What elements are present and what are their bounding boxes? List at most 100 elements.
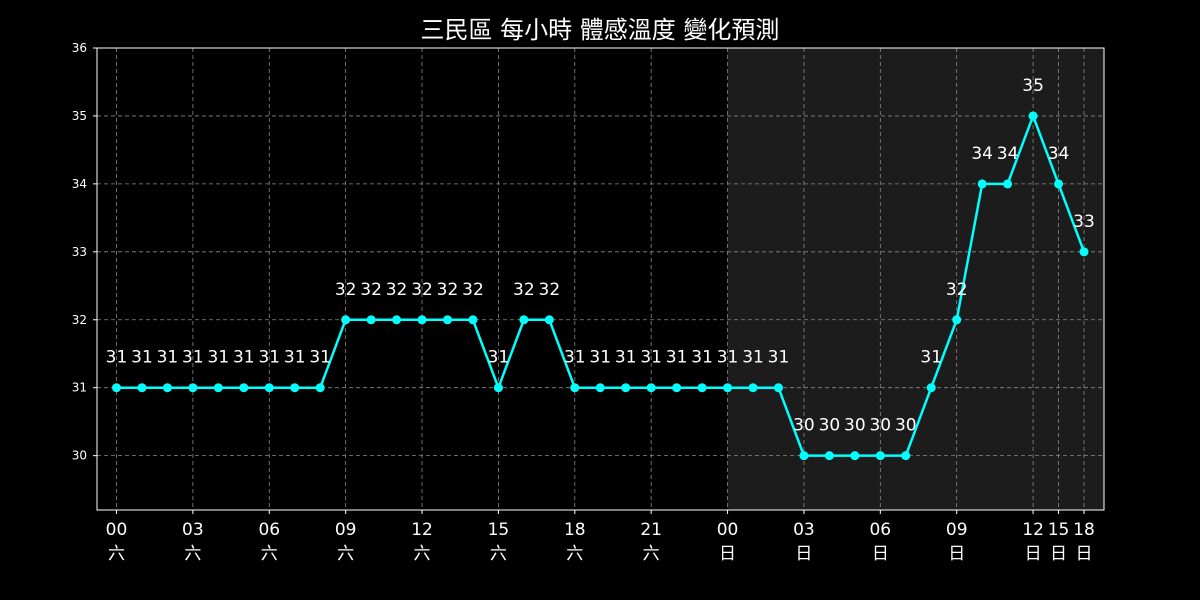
data-label: 32 — [513, 280, 535, 300]
data-point — [595, 383, 605, 393]
data-label: 31 — [691, 348, 713, 368]
x-tick-hour-label: 06 — [258, 520, 280, 540]
data-label: 31 — [208, 348, 230, 368]
data-label: 31 — [106, 348, 128, 368]
x-tick-hour-label: 12 — [411, 520, 433, 540]
data-label: 31 — [768, 348, 790, 368]
data-point — [850, 451, 860, 461]
data-point — [264, 383, 274, 393]
data-label: 30 — [793, 416, 815, 436]
x-tick-day-label: 日 — [719, 544, 736, 564]
data-point — [748, 383, 758, 393]
data-label: 31 — [717, 348, 739, 368]
x-tick-hour-label: 12 — [1022, 520, 1044, 540]
data-point — [239, 383, 249, 393]
y-tick-label: 31 — [72, 381, 87, 395]
x-tick-hour-label: 18 — [564, 520, 586, 540]
x-tick-hour-label: 21 — [640, 520, 662, 540]
y-tick-label: 32 — [72, 313, 87, 327]
data-label: 32 — [462, 280, 484, 300]
data-point — [392, 315, 402, 325]
x-tick-day-label: 日 — [1050, 544, 1067, 564]
data-point — [493, 383, 503, 393]
x-tick-hour-label: 03 — [793, 520, 815, 540]
x-tick-day-label: 日 — [1076, 544, 1093, 564]
x-tick-day-label: 日 — [795, 544, 812, 564]
data-point — [799, 451, 809, 461]
data-point — [315, 383, 325, 393]
data-label: 31 — [233, 348, 255, 368]
x-tick-hour-label: 00 — [717, 520, 739, 540]
data-label: 30 — [819, 416, 841, 436]
data-point — [366, 315, 376, 325]
data-label: 32 — [360, 280, 382, 300]
data-label: 32 — [437, 280, 459, 300]
data-point — [901, 451, 911, 461]
data-point — [773, 383, 783, 393]
data-label: 31 — [640, 348, 662, 368]
data-point — [1079, 247, 1089, 257]
data-label: 34 — [971, 144, 993, 164]
x-tick-day-label: 六 — [108, 544, 125, 564]
x-tick-day-label: 六 — [261, 544, 278, 564]
x-tick-hour-label: 09 — [335, 520, 357, 540]
x-tick-day-label: 六 — [643, 544, 660, 564]
data-label: 31 — [666, 348, 688, 368]
x-tick-day-label: 日 — [948, 544, 965, 564]
data-label: 33 — [1073, 212, 1095, 232]
y-tick-label: 30 — [72, 449, 87, 463]
data-point — [570, 383, 580, 393]
data-label: 34 — [997, 144, 1019, 164]
x-tick-day-label: 日 — [872, 544, 889, 564]
y-tick-label: 33 — [72, 245, 87, 259]
plot-area: 30 31 32 33 34 35 36 00 六 03 六 06 六 09 六 12 六 15 六 18 六 21 六 00… — [72, 41, 1105, 564]
data-label: 30 — [844, 416, 866, 436]
data-point — [290, 383, 300, 393]
data-point — [646, 383, 656, 393]
data-label: 31 — [284, 348, 306, 368]
x-tick-hour-label: 15 — [488, 520, 510, 540]
data-label: 32 — [335, 280, 357, 300]
data-label: 31 — [157, 348, 179, 368]
data-point — [672, 383, 682, 393]
data-point — [723, 383, 733, 393]
x-tick-hour-label: 06 — [869, 520, 891, 540]
data-point — [213, 383, 223, 393]
data-label: 30 — [869, 416, 891, 436]
x-tick-day-label: 日 — [1025, 544, 1042, 564]
x-tick-day-label: 六 — [184, 544, 201, 564]
data-label: 31 — [309, 348, 331, 368]
data-point — [1054, 179, 1064, 189]
data-label: 31 — [488, 348, 510, 368]
data-label: 31 — [182, 348, 204, 368]
x-tick-hour-label: 09 — [946, 520, 968, 540]
data-point — [341, 315, 351, 325]
x-tick-hour-label: 03 — [182, 520, 204, 540]
data-label: 31 — [564, 348, 586, 368]
data-point — [926, 383, 936, 393]
data-point — [621, 383, 631, 393]
data-label: 30 — [895, 416, 917, 436]
data-point — [417, 315, 427, 325]
x-tick-hour-label: 00 — [106, 520, 128, 540]
data-point — [544, 315, 554, 325]
data-label: 31 — [920, 348, 942, 368]
x-tick-day-label: 六 — [490, 544, 507, 564]
y-tick-label: 34 — [72, 177, 87, 191]
x-tick-hour-label: 18 — [1073, 520, 1095, 540]
data-point — [875, 451, 885, 461]
axes-frame — [96, 47, 1105, 511]
chart-title: 三民區 每小時 體感溫度 變化預測 — [421, 16, 780, 44]
data-point — [952, 315, 962, 325]
next-day-shaded-region — [727, 48, 1104, 510]
data-point — [137, 383, 147, 393]
data-point — [1028, 111, 1038, 121]
data-point — [1003, 179, 1013, 189]
data-point — [162, 383, 172, 393]
data-label: 31 — [742, 348, 764, 368]
y-tick-label: 35 — [72, 109, 87, 123]
data-label: 32 — [946, 280, 968, 300]
data-point — [468, 315, 478, 325]
x-tick-day-label: 六 — [414, 544, 431, 564]
